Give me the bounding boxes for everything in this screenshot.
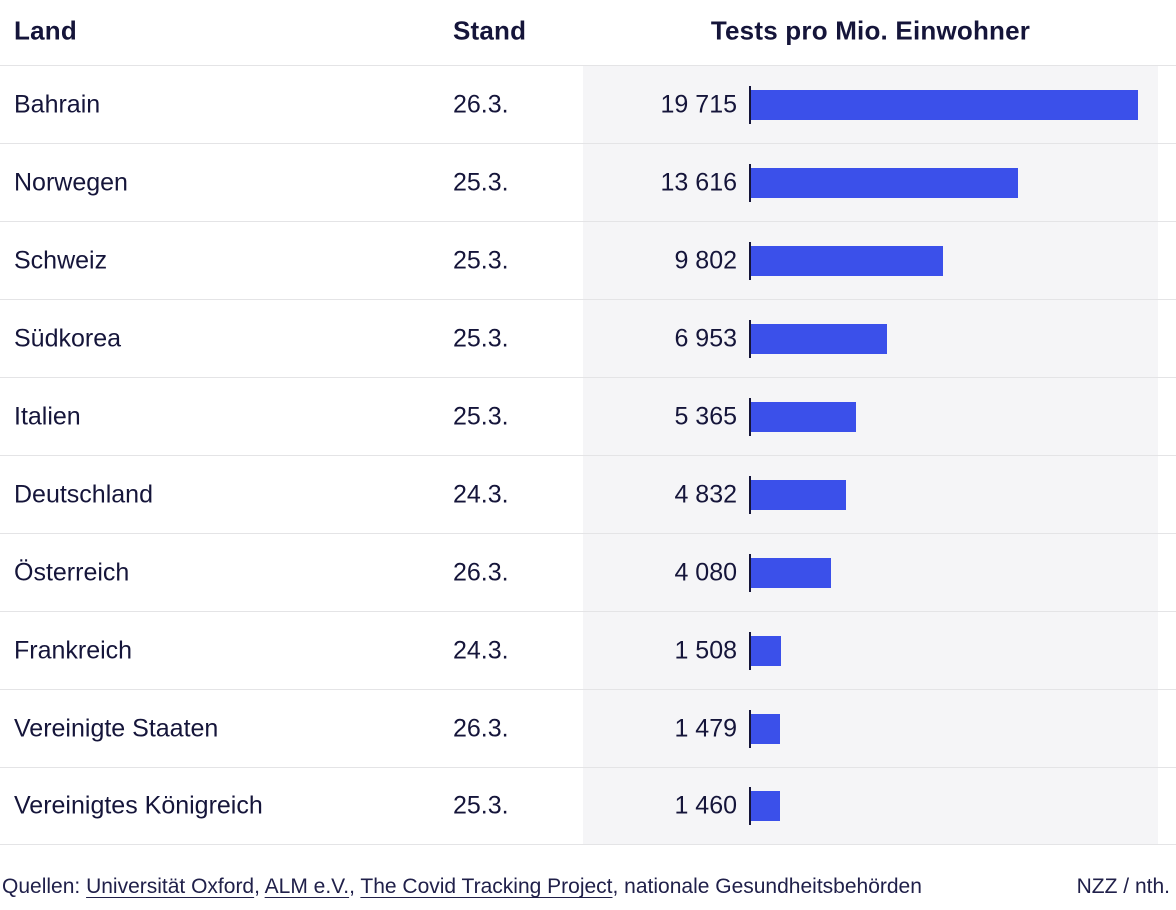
table-row: Frankreich 24.3. 1 508 [0,611,1176,689]
date-label: 25.3. [453,402,509,430]
axis-line [749,241,751,280]
sources-text: Quellen: Universität Oxford, ALM e.V., T… [2,875,922,899]
bar [751,323,887,354]
country-label: Vereinigte Staaten [14,714,219,742]
country-label: Vereinigtes Königreich [14,791,263,820]
country-label: Italien [14,402,81,430]
bar [751,401,856,432]
axis-line [749,709,751,748]
value-label: 13 616 [660,168,737,196]
chart-cell: 5 365 [583,378,1158,455]
axis-line [749,163,751,202]
axis-line [749,787,751,825]
sources-suffix: , nationale Gesundheitsbehörden [612,875,922,898]
bar [751,713,780,744]
chart-cell: 4 080 [583,534,1158,611]
bar [751,245,943,276]
table-row: Deutschland 24.3. 4 832 [0,455,1176,533]
tests-table: Land Stand Tests pro Mio. Einwohner Bahr… [0,0,1176,845]
value-label: 9 802 [674,246,737,274]
chart-footer: Quellen: Universität Oxford, ALM e.V., T… [0,845,1176,910]
bar [751,479,846,510]
axis-line [749,319,751,358]
chart-cell: 19 715 [583,66,1158,143]
value-label: 1 460 [674,791,737,820]
value-label: 19 715 [660,90,737,118]
chart-cell: 1 460 [583,768,1158,844]
bar [751,635,781,666]
axis-line [749,553,751,592]
country-label: Südkorea [14,324,122,352]
credit-label: NZZ / nth. [1076,875,1170,898]
date-label: 26.3. [453,90,509,118]
bar [751,89,1138,120]
bar [751,167,1018,198]
value-label: 4 080 [674,558,737,586]
country-label: Frankreich [14,636,133,664]
value-label: 5 365 [674,402,737,430]
date-label: 25.3. [453,246,509,274]
date-label: 25.3. [453,324,509,352]
chart-cell: 1 508 [583,612,1158,689]
table-row: Südkorea 25.3. 6 953 [0,299,1176,377]
bar [751,557,831,588]
date-label: 24.3. [453,636,509,664]
country-label: Norwegen [14,168,128,196]
date-label: 26.3. [453,558,509,586]
chart-cell: 1 479 [583,690,1158,767]
date-label: 25.3. [453,168,509,196]
country-label: Österreich [14,558,130,586]
date-label: 24.3. [453,480,509,508]
value-label: 6 953 [674,324,737,352]
country-label: Deutschland [14,480,153,508]
table-row: Norwegen 25.3. 13 616 [0,143,1176,221]
source-link-alm-ev[interactable]: ALM e.V. [264,875,350,898]
date-label: 26.3. [453,714,509,742]
axis-line [749,397,751,436]
column-header-land: Land [14,15,77,46]
sources-separator: , [349,875,361,898]
chart-cell: 13 616 [583,144,1158,221]
chart-cell: 6 953 [583,300,1158,377]
table-header-row: Land Stand Tests pro Mio. Einwohner [0,0,1176,65]
chart-cell: 9 802 [583,222,1158,299]
axis-line [749,475,751,514]
country-label: Schweiz [14,246,108,274]
table-row: Schweiz 25.3. 9 802 [0,221,1176,299]
value-label: 1 508 [674,636,737,664]
value-label: 4 832 [674,480,737,508]
table-row: Vereinigte Staaten 26.3. 1 479 [0,689,1176,767]
value-label: 1 479 [674,714,737,742]
chart-cell: 4 832 [583,456,1158,533]
source-link-universitaet-oxford[interactable]: Universität Oxford [86,875,255,898]
axis-line [749,85,751,124]
date-label: 25.3. [453,791,509,820]
table-row: Vereinigtes Königreich 25.3. 1 460 [0,767,1176,845]
table-row: Österreich 26.3. 4 080 [0,533,1176,611]
column-header-tests: Tests pro Mio. Einwohner [710,15,1031,46]
table-row: Italien 25.3. 5 365 [0,377,1176,455]
source-link-covid-tracking-project[interactable]: The Covid Tracking Project [360,875,613,898]
sources-prefix: Quellen: [2,875,87,898]
country-label: Bahrain [14,90,101,118]
sources-separator: , [254,875,265,898]
column-header-stand: Stand [453,15,527,46]
axis-line [749,631,751,670]
table-row: Bahrain 26.3. 19 715 [0,65,1176,143]
bar [751,791,780,821]
